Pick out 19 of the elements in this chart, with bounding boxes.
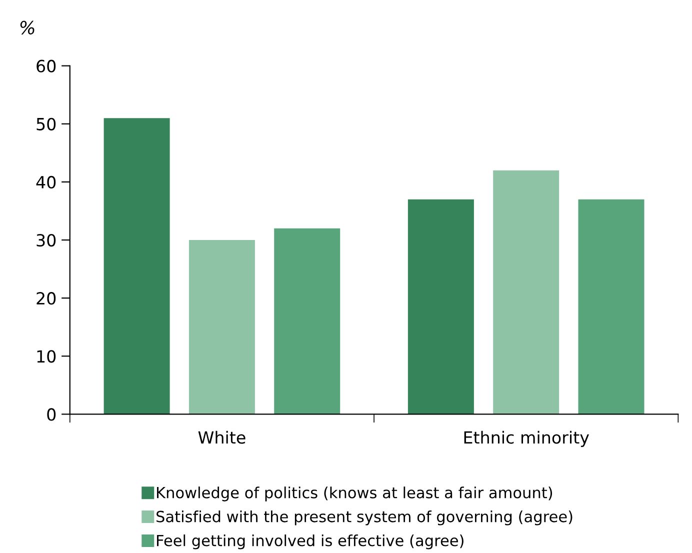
- y-tick-label: 60: [36, 60, 56, 72]
- bar: [578, 199, 644, 414]
- y-tick-label: 40: [36, 176, 56, 189]
- y-axis-title: %: [20, 20, 34, 34]
- legend-label: Satisfied with the present system of governing (agree): [156, 510, 572, 526]
- bar: [274, 228, 340, 414]
- y-tick-label: 30: [36, 234, 56, 247]
- bar: [493, 170, 560, 414]
- y-tick-label: 50: [36, 118, 56, 130]
- legend-label: Knowledge of politics (knows at least a fair amount): [157, 486, 552, 502]
- x-tick-label: White: [198, 430, 246, 444]
- bar: [408, 199, 474, 414]
- y-tick-label: 20: [36, 292, 56, 305]
- legend-label: Feel getting involved is effective (agree): [157, 534, 464, 550]
- y-tick-label: 10: [37, 350, 56, 363]
- bar: [188, 240, 255, 414]
- x-tick-label: Ethnic minority: [464, 430, 589, 447]
- y-tick-label: 0: [47, 408, 56, 421]
- bar: [104, 118, 170, 414]
